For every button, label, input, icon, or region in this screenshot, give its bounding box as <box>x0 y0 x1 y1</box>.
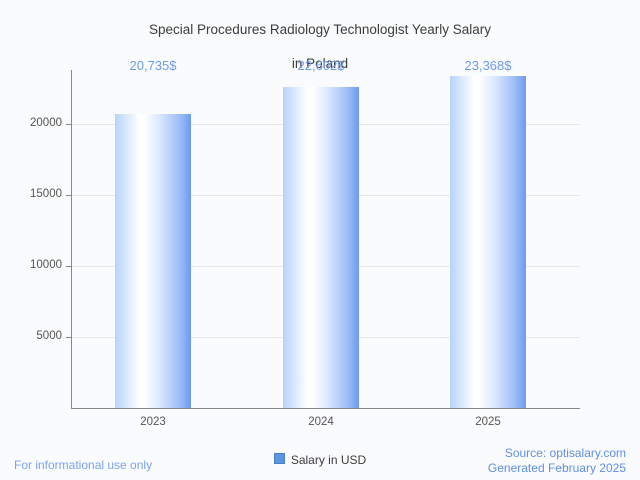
x-axis-line <box>71 408 580 409</box>
tick-mark <box>66 266 71 267</box>
bar-value-2025: 23,368$ <box>464 58 512 73</box>
legend-item-label: Salary in USD <box>290 452 367 467</box>
footer-generated-date: Generated February 2025 <box>487 461 626 475</box>
legend-swatch-icon <box>273 453 285 465</box>
y-axis-line <box>71 70 72 408</box>
bar-2024[interactable] <box>283 87 359 408</box>
bar-value-2024: 22,602$ <box>297 58 345 73</box>
tick-mark <box>66 195 71 196</box>
x-tick-label-2024: 2024 <box>308 416 334 428</box>
bar-2025[interactable] <box>450 76 526 408</box>
chart-legend: Salary in USD <box>0 452 640 467</box>
plot-area: 20000 15000 10000 5000 20,735$ 22,602$ 2… <box>30 58 580 428</box>
tick-mark <box>66 337 71 338</box>
y-tick-label: 10000 <box>30 259 62 271</box>
bar-2023[interactable] <box>115 114 191 408</box>
x-tick-label-2023: 2023 <box>140 416 166 428</box>
x-tick-label-2025: 2025 <box>475 416 501 428</box>
chart-title-line-1: Special Procedures Radiology Technologis… <box>149 22 491 37</box>
footer-source-block: Source: optisalary.com Generated Februar… <box>488 446 626 476</box>
tick-mark <box>66 124 71 125</box>
footer-source: Source: optisalary.com <box>504 446 626 460</box>
footer-disclaimer: For informational use only <box>14 458 153 472</box>
y-tick-label: 20000 <box>30 117 62 129</box>
bar-value-2023: 20,735$ <box>129 58 177 73</box>
legend-item-salary-in-usd[interactable]: Salary in USD <box>273 452 367 467</box>
chart-title-line-2: in Poland <box>291 56 349 71</box>
y-tick-label: 5000 <box>36 330 62 342</box>
y-tick-label: 15000 <box>30 188 62 200</box>
chart-title: Special Procedures Radiology Technologis… <box>70 4 570 72</box>
